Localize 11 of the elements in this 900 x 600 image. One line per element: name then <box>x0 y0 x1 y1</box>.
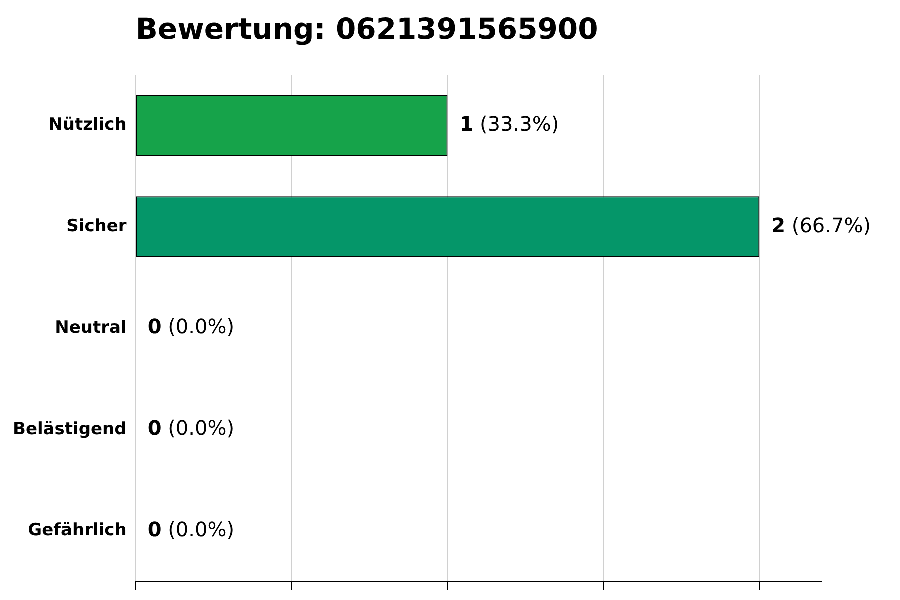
data-label: 0 (0.0%) <box>148 416 235 440</box>
data-label: 2 (66.7%) <box>772 213 872 238</box>
y-tick-label: Gefährlich <box>28 520 127 541</box>
data-label: 0 (0.0%) <box>148 518 235 542</box>
y-tick-label: Neutral <box>55 318 127 338</box>
y-tick-label: Sicher <box>66 216 128 237</box>
chart-title: Bewertung: 0621391565900 <box>136 12 598 46</box>
y-tick-label: Belästigend <box>12 419 127 440</box>
data-label: 1 (33.3%) <box>460 112 560 136</box>
y-tick-label: Nützlich <box>48 115 127 136</box>
data-label: 0 (0.0%) <box>148 314 235 339</box>
